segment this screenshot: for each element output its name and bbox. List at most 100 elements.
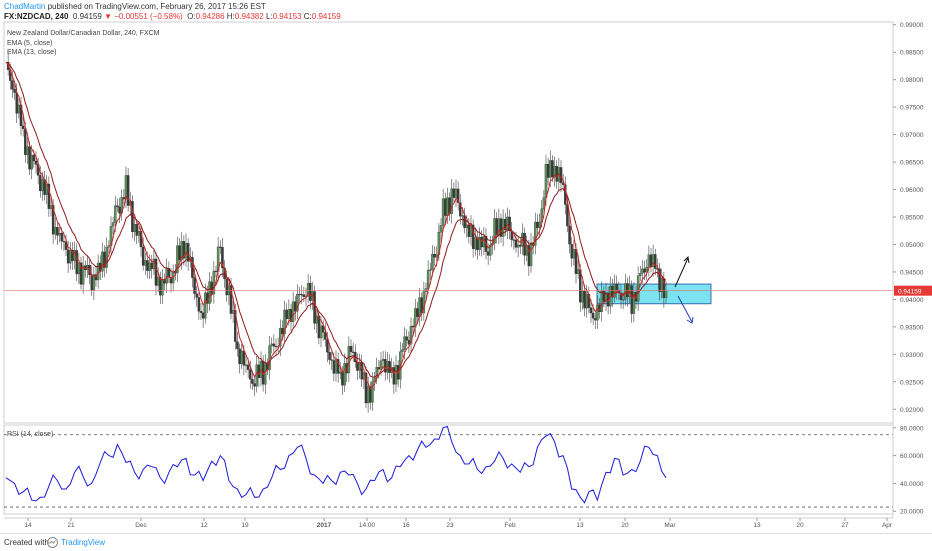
candle-body: [446, 197, 449, 216]
candle-body: [90, 274, 93, 291]
candle-body: [405, 336, 408, 341]
candle-body: [343, 363, 346, 386]
candle-body: [133, 224, 136, 233]
candle-body: [514, 239, 518, 248]
candle-body: [324, 332, 327, 340]
y-tick-label: 0.93000: [900, 352, 924, 359]
close-value: 0.94159: [311, 12, 341, 21]
candle-body: [424, 288, 428, 292]
candle-body: [178, 245, 181, 261]
candle-body: [244, 364, 248, 366]
candle-body: [647, 254, 651, 268]
candle-body: [630, 285, 633, 314]
down-triangle-icon: ▼: [104, 12, 112, 21]
candle-body: [664, 290, 668, 298]
candle-body: [69, 249, 72, 264]
candle-body: [512, 239, 516, 241]
candle-body: [165, 268, 168, 284]
candle-body: [626, 283, 629, 298]
ema-lines: [5, 61, 667, 391]
candle-body: [291, 301, 295, 322]
symbol-label: FX:NZDCAD, 240: [4, 12, 69, 21]
candle-body: [214, 270, 218, 272]
rsi-y-tick-label: 40.0000: [900, 481, 924, 488]
candle-body: [621, 299, 625, 301]
candle-body: [441, 198, 445, 226]
candle-body: [643, 268, 646, 273]
candle-body: [49, 205, 53, 209]
candle-body: [246, 364, 250, 370]
author-link[interactable]: ChadMartin: [4, 2, 46, 11]
candle-body: [377, 367, 381, 370]
arrow-layer: [674, 255, 694, 324]
candle-body: [538, 221, 541, 228]
candle-body: [600, 291, 603, 312]
candle-body: [654, 254, 657, 269]
candle-body: [641, 268, 644, 274]
candle-body: [150, 262, 153, 270]
legend-ema5[interactable]: EMA (5, close): [7, 40, 53, 47]
candle-body: [356, 361, 359, 371]
footer: Created with TradingView: [0, 533, 932, 551]
y-axis[interactable]: 0.99000 0.98500 0.98000 0.97500 0.97000 0.965…: [892, 22, 924, 518]
candle-body: [30, 154, 33, 170]
candle-body: [66, 249, 70, 264]
y-tick-label: 0.92500: [900, 379, 924, 386]
open-value: 0.94286: [195, 12, 225, 21]
candle-body: [459, 202, 462, 217]
candle-body: [122, 197, 126, 200]
candle-body: [148, 262, 151, 271]
candle-body: [433, 254, 436, 258]
candle-body: [536, 221, 539, 228]
candle-body: [120, 197, 123, 214]
legend-ema13[interactable]: EMA (13, close): [7, 49, 57, 56]
candle-body: [549, 160, 552, 178]
down-arrow-icon: [686, 316, 694, 324]
legend-rsi[interactable]: RSI (14, close): [7, 431, 54, 438]
candle-body: [568, 225, 571, 245]
candle-body: [328, 352, 331, 360]
candle-body: [429, 269, 432, 271]
main-pane[interactable]: [3, 21, 894, 424]
rsi-pane[interactable]: [3, 424, 894, 515]
candle-body: [371, 381, 374, 403]
candle-body: [392, 367, 396, 385]
candle-body: [26, 146, 29, 155]
candle-body: [435, 254, 438, 258]
candle-body: [326, 339, 329, 353]
candle-body: [431, 254, 434, 271]
x-tick-label: 20: [621, 522, 629, 529]
candle-body: [229, 285, 233, 314]
candle-body: [551, 160, 554, 178]
candle-body: [570, 244, 573, 259]
x-tick-label: 23: [446, 522, 454, 529]
candle-body: [21, 125, 25, 129]
candle-body: [60, 233, 63, 242]
high-label: H:: [226, 12, 235, 21]
tradingview-brand[interactable]: TradingView: [61, 538, 106, 547]
candle-body: [302, 294, 306, 297]
price-chart[interactable]: 0.94159 0.99000 0.98500 0.98000 0.97500 0.97…: [0, 0, 932, 533]
candle-body: [39, 175, 42, 192]
candle-body: [287, 309, 291, 319]
candle-body: [334, 359, 338, 374]
y-tick-label: 0.96500: [900, 160, 924, 167]
x-tick-label: 14: [24, 522, 32, 529]
candle-body: [186, 243, 190, 262]
candle-body: [619, 292, 623, 301]
x-axis[interactable]: 14 21 Dec 12 19 2017 14:00 16 23 Feb 13 20 Mar 13 20 27…: [4, 517, 893, 529]
low-label: L:: [265, 12, 273, 21]
y-tick-label: 0.95000: [900, 242, 924, 249]
candle-body: [201, 312, 205, 319]
rsi-y-tick-label: 60.0000: [900, 453, 924, 460]
x-tick-label: Feb: [504, 522, 516, 529]
candle-body: [313, 291, 316, 324]
x-tick-label: 27: [841, 522, 849, 529]
x-tick-label: 12: [200, 522, 208, 529]
candle-body: [315, 315, 318, 324]
candle-body: [529, 242, 533, 267]
candle-body: [54, 227, 57, 235]
candle-body: [15, 92, 18, 114]
candle-body: [58, 233, 61, 236]
candle-body: [75, 250, 78, 275]
